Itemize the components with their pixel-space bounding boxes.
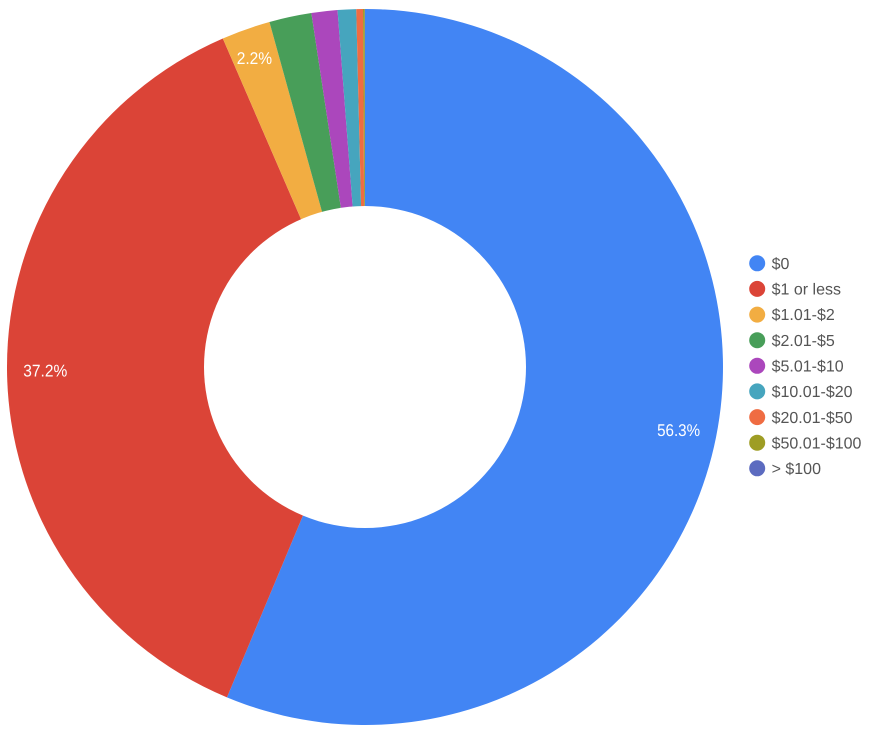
svg-text:$20.01-$50: $20.01-$50 <box>772 410 853 427</box>
svg-text:2.2%: 2.2% <box>237 49 272 68</box>
svg-text:> $100: > $100 <box>772 461 821 478</box>
svg-text:$2.01-$5: $2.01-$5 <box>772 333 835 350</box>
svg-text:$50.01-$100: $50.01-$100 <box>772 435 862 452</box>
svg-text:$1.01-$2: $1.01-$2 <box>772 307 835 324</box>
svg-text:56.3%: 56.3% <box>657 421 700 440</box>
svg-text:$0: $0 <box>772 256 790 273</box>
svg-text:$10.01-$20: $10.01-$20 <box>772 384 853 401</box>
svg-text:$5.01-$10: $5.01-$10 <box>772 359 844 376</box>
svg-text:$1 or less: $1 or less <box>772 282 841 299</box>
svg-text:37.2%: 37.2% <box>23 362 67 381</box>
